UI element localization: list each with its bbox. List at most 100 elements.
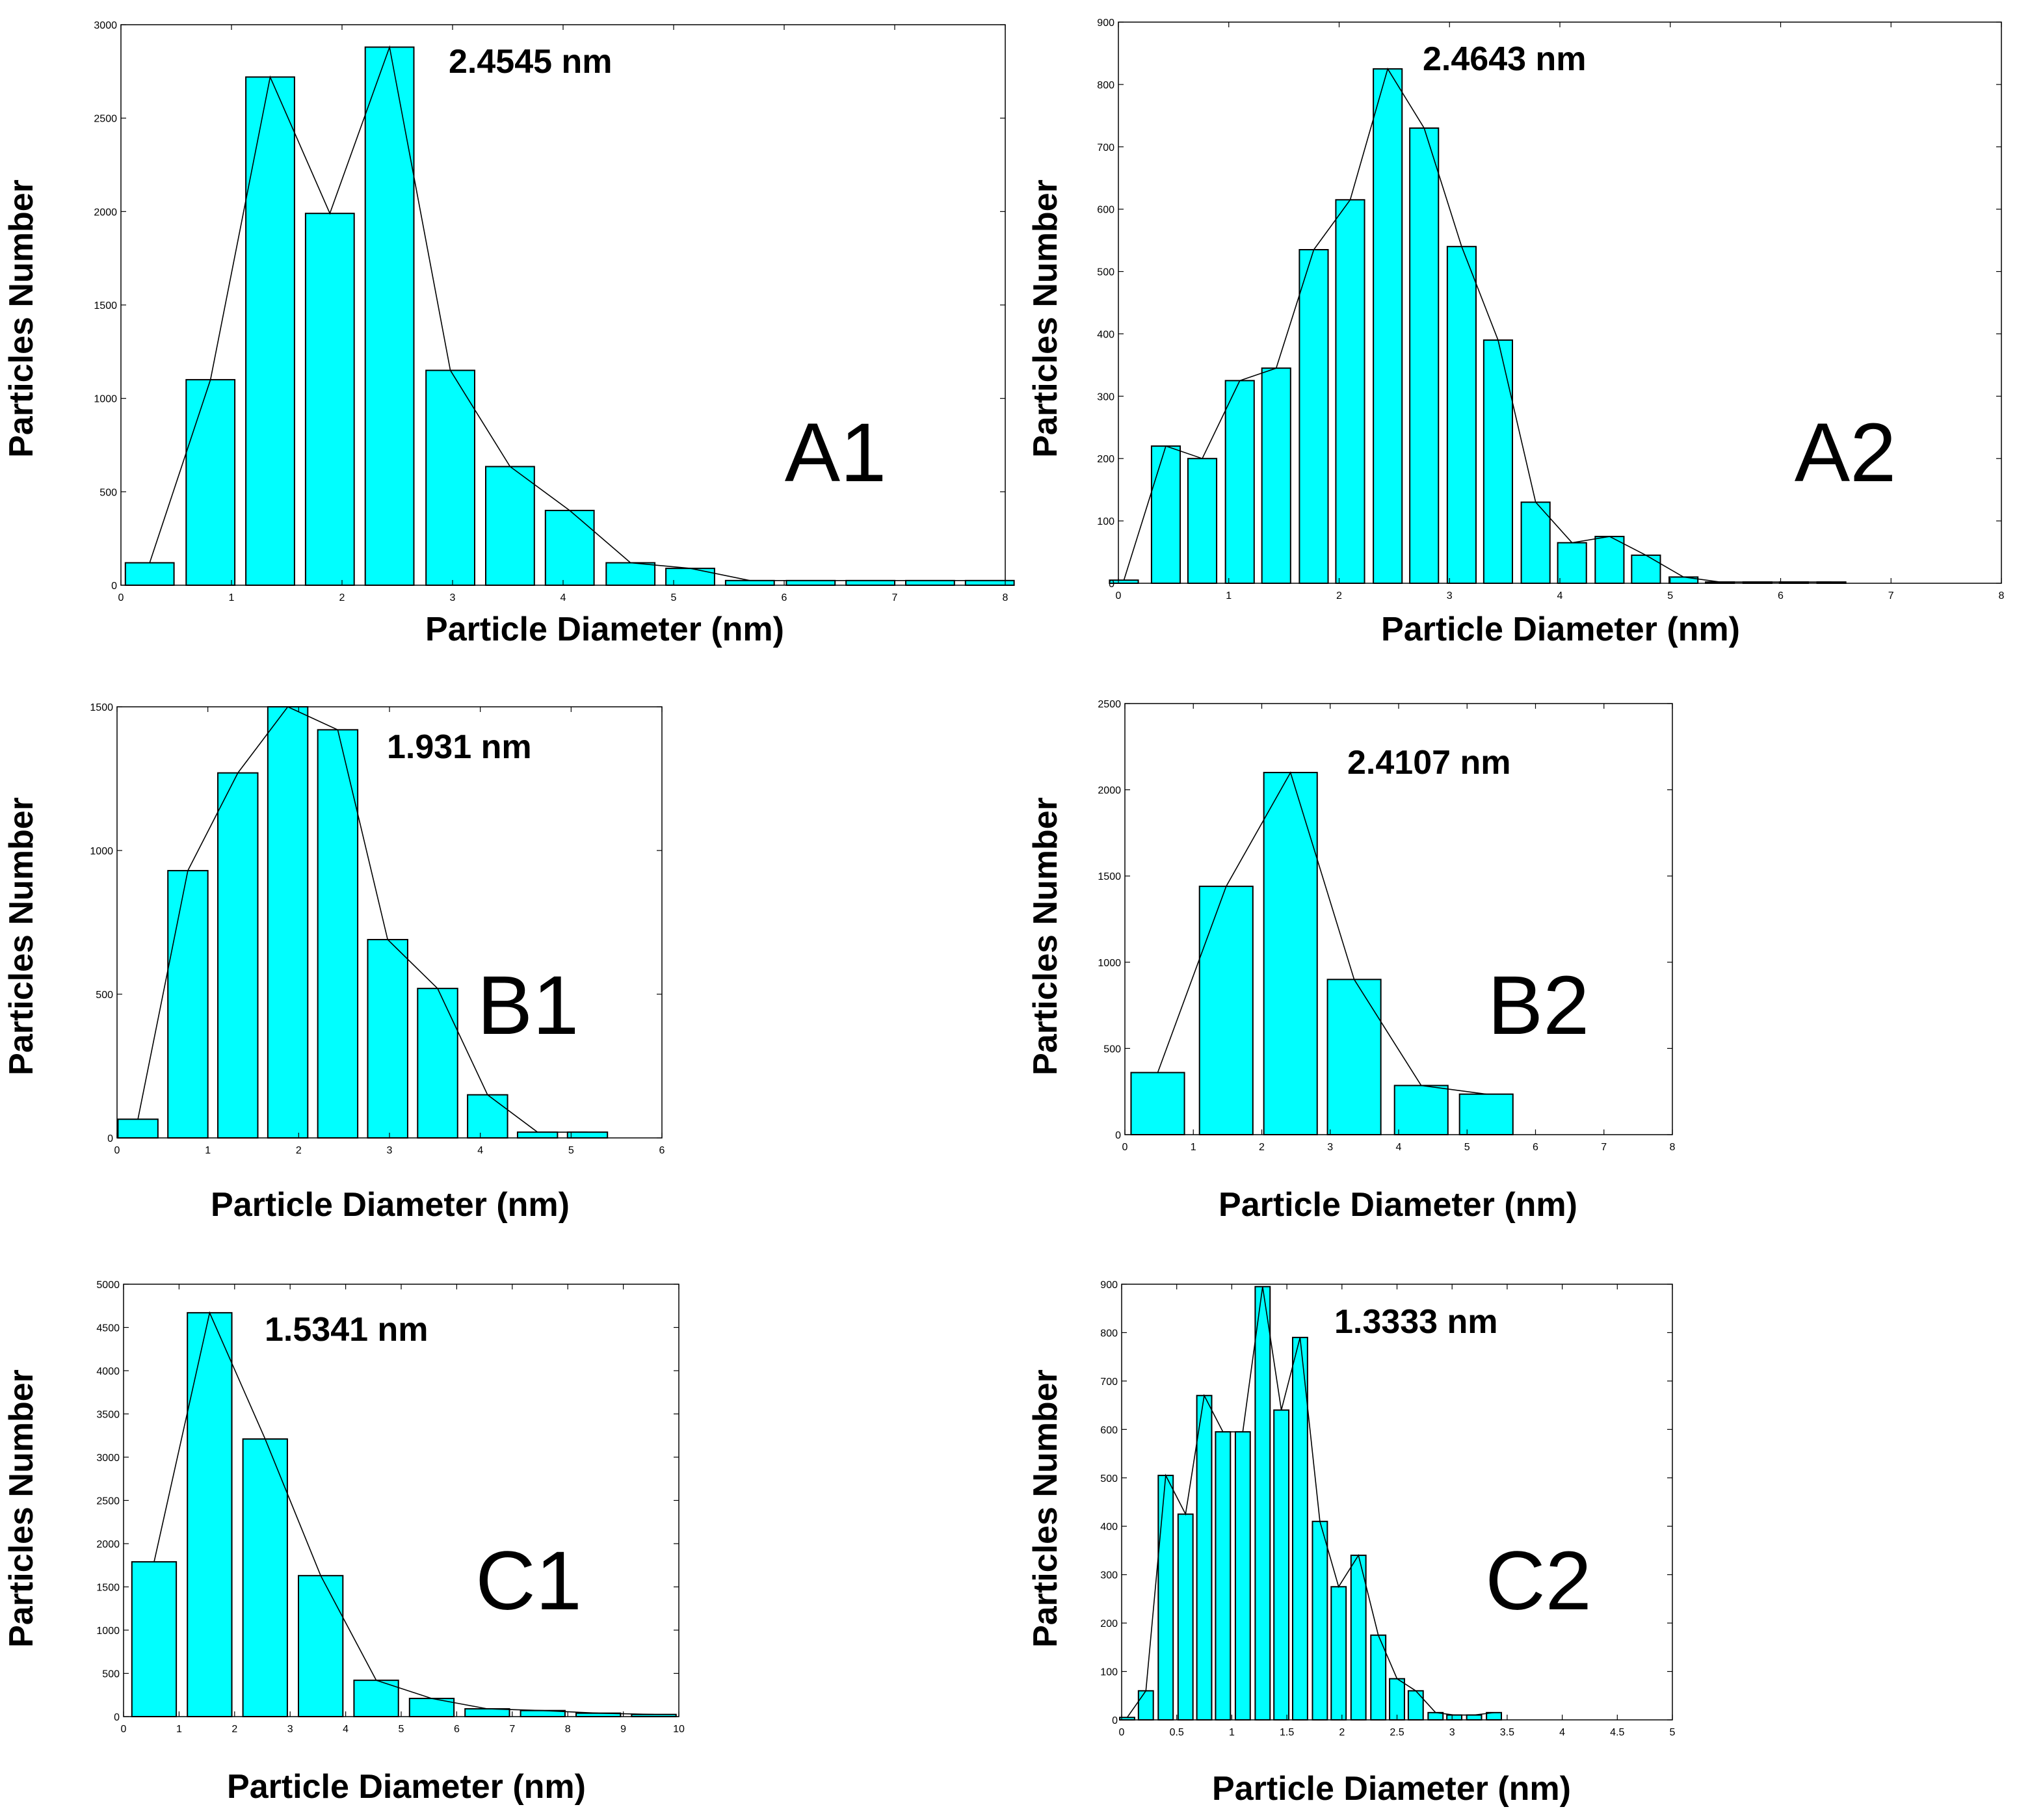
bar xyxy=(1330,1586,1347,1721)
y-tick-label: 1000 xyxy=(90,846,113,857)
y-tick-label: 500 xyxy=(1100,1473,1118,1484)
bar xyxy=(1350,1554,1367,1721)
y-tick-label: 0 xyxy=(111,581,117,592)
y-tick-label: 0 xyxy=(107,1133,113,1144)
y-tick-label: 800 xyxy=(1100,1328,1118,1339)
x-tick-label: 2 xyxy=(1339,1727,1345,1738)
x-tick-label: 3 xyxy=(387,1145,393,1156)
series-line xyxy=(153,1311,654,1715)
bar xyxy=(485,466,535,586)
bar xyxy=(417,988,458,1139)
y-tick-label: 2500 xyxy=(94,114,117,125)
y-tick-label: 2500 xyxy=(96,1496,120,1507)
y-tick-label: 100 xyxy=(1100,1667,1118,1678)
y-tick-label: 300 xyxy=(1100,1570,1118,1581)
bar xyxy=(131,1561,178,1717)
bar xyxy=(1109,579,1139,585)
x-tick-label: 8 xyxy=(1999,590,2005,601)
panel-label: B2 xyxy=(1488,959,1590,1052)
bar xyxy=(464,1708,510,1718)
bar xyxy=(1263,772,1318,1135)
y-tick-label: 400 xyxy=(1100,1522,1118,1533)
x-axis-label: Particle Diameter (nm) xyxy=(1381,611,1740,648)
x-tick-label: 1 xyxy=(1229,1727,1235,1738)
bar xyxy=(1631,554,1661,584)
bar xyxy=(1150,445,1181,584)
x-tick-label: 0 xyxy=(114,1145,120,1156)
y-tick-label: 500 xyxy=(1097,267,1114,278)
bar xyxy=(1335,199,1365,584)
bar xyxy=(1312,1520,1328,1721)
bar xyxy=(905,579,955,586)
y-axis-label: Particles Number xyxy=(1027,179,1064,458)
bar xyxy=(1326,979,1382,1135)
bar xyxy=(1215,1431,1232,1721)
y-axis-label: Particles Number xyxy=(1027,797,1064,1075)
y-tick-label: 100 xyxy=(1097,516,1114,527)
bar xyxy=(566,1131,609,1139)
x-tick-label: 2 xyxy=(1259,1142,1265,1153)
y-axis-label: Particles Number xyxy=(3,179,40,458)
panel-label: A1 xyxy=(785,406,887,499)
bar xyxy=(665,568,715,587)
y-tick-label: 700 xyxy=(1097,142,1114,153)
bar xyxy=(1520,501,1551,584)
bar xyxy=(1393,1085,1449,1135)
y-tick-label: 700 xyxy=(1100,1377,1118,1388)
y-tick-label: 200 xyxy=(1100,1618,1118,1629)
x-tick-label: 5 xyxy=(1670,1727,1676,1738)
x-tick-label: 7 xyxy=(1888,590,1894,601)
bar xyxy=(185,378,236,587)
panel-label: C1 xyxy=(475,1535,582,1628)
y-tick-label: 1500 xyxy=(90,702,113,713)
y-tick-label: 0 xyxy=(1115,1130,1121,1141)
x-tick-label: 5 xyxy=(1464,1142,1470,1153)
bar xyxy=(1254,1286,1271,1721)
x-axis-label: Particle Diameter (nm) xyxy=(1212,1770,1571,1808)
y-tick-label: 4000 xyxy=(96,1366,120,1377)
mean-diameter-annotation: 1.5341 nm xyxy=(265,1311,428,1349)
x-tick-label: 2 xyxy=(231,1724,237,1735)
x-tick-label: 0 xyxy=(1122,1142,1128,1153)
series-line xyxy=(1157,771,1486,1095)
x-tick-label: 7 xyxy=(1601,1142,1607,1153)
x-tick-label: 6 xyxy=(659,1145,665,1156)
bar xyxy=(1409,127,1440,584)
y-tick-label: 3000 xyxy=(94,20,117,31)
x-tick-label: 3 xyxy=(1327,1142,1333,1153)
y-axis-label: Particles Number xyxy=(1027,1369,1064,1648)
series-line xyxy=(149,45,990,581)
bar xyxy=(364,46,415,587)
bar xyxy=(217,772,259,1139)
x-tick-label: 3 xyxy=(450,592,456,603)
x-axis-label: Particle Diameter (nm) xyxy=(425,611,784,648)
bar xyxy=(1557,542,1587,585)
bar xyxy=(1224,380,1255,584)
x-tick-label: 3 xyxy=(287,1724,293,1735)
bar xyxy=(845,579,895,586)
mean-diameter-annotation: 2.4545 nm xyxy=(449,43,613,81)
x-tick-label: 9 xyxy=(620,1724,626,1735)
y-tick-label: 2000 xyxy=(1098,785,1121,797)
panel-label: B1 xyxy=(477,959,579,1052)
x-tick-label: 4 xyxy=(1557,590,1563,601)
bar xyxy=(467,1094,508,1139)
y-tick-label: 1000 xyxy=(94,394,117,405)
chart-panel-a1: 0 1 2 3 4 5 6 7 8 0 500 1000 1500 2000 2500 3000 Particl… xyxy=(3,20,1015,648)
panel-label: C2 xyxy=(1485,1535,1592,1628)
x-tick-label: 6 xyxy=(1533,1142,1538,1153)
bar xyxy=(1446,1714,1463,1721)
x-tick-label: 8 xyxy=(1670,1142,1676,1153)
bar xyxy=(245,76,295,587)
bar xyxy=(724,579,775,586)
x-tick-label: 2 xyxy=(1336,590,1342,601)
mean-diameter-annotation: 2.4107 nm xyxy=(1347,744,1511,782)
x-tick-label: 4 xyxy=(1396,1142,1402,1153)
y-tick-label: 1500 xyxy=(96,1583,120,1594)
y-tick-label: 0 xyxy=(1112,1715,1118,1726)
x-tick-label: 5 xyxy=(1667,590,1673,601)
x-tick-label: 5 xyxy=(671,592,677,603)
bar xyxy=(167,869,209,1139)
panel-label: A2 xyxy=(1795,406,1897,499)
bar xyxy=(317,729,359,1139)
